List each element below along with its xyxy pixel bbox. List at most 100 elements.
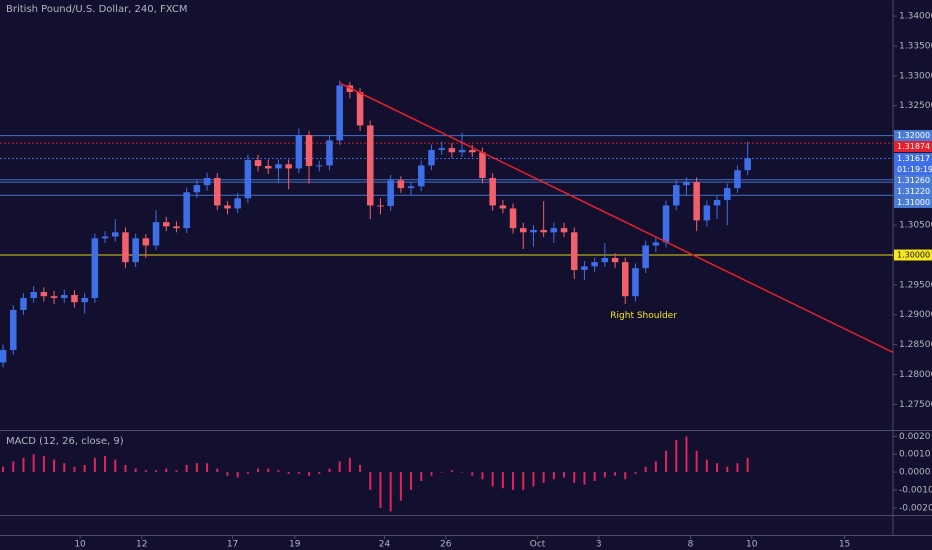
- level-label: 1.30000: [897, 251, 930, 260]
- candle-body: [234, 198, 241, 209]
- macd-bar: [552, 472, 555, 480]
- y-tick-label: 1.28500: [899, 340, 932, 350]
- macd-bar: [410, 472, 413, 490]
- x-tick-label: 19: [289, 540, 301, 550]
- candle-body: [295, 134, 303, 169]
- macd-bar: [614, 472, 617, 476]
- macd-bar: [63, 463, 66, 473]
- level-label-box: [894, 141, 932, 153]
- candle-body: [509, 208, 517, 229]
- candle-body: [356, 91, 364, 126]
- trendline: [339, 82, 894, 354]
- candle-body: [122, 232, 129, 263]
- macd-bar: [399, 472, 402, 501]
- macd-bar: [695, 450, 698, 473]
- y-tick-label: 0.0020: [899, 432, 931, 442]
- macd-bar: [624, 472, 627, 480]
- macd-bar: [716, 463, 719, 473]
- macd-bar: [573, 472, 576, 483]
- level-label-box: [894, 185, 932, 197]
- macd-bar: [12, 461, 15, 473]
- y-tick-label: 1.32500: [899, 101, 932, 111]
- candle-body: [20, 298, 27, 310]
- macd-bar: [593, 472, 596, 482]
- macd-bar: [216, 468, 219, 473]
- candle-body: [570, 232, 578, 270]
- candle-body: [713, 200, 721, 206]
- candle-body: [9, 309, 17, 350]
- candle-body: [601, 258, 609, 263]
- candle-body: [683, 182, 690, 186]
- candle-body: [305, 134, 313, 167]
- candle-body: [224, 205, 231, 209]
- candle-body: [91, 238, 99, 299]
- macd-bar: [583, 472, 586, 485]
- candle-body: [693, 182, 700, 221]
- macd-bar: [665, 450, 668, 473]
- candle-body: [244, 160, 252, 199]
- macd-bar: [359, 464, 362, 473]
- macd-bar: [155, 470, 158, 473]
- candle-body: [132, 238, 139, 263]
- macd-bar: [461, 472, 464, 473]
- macd-bar: [644, 466, 647, 473]
- candle-body: [193, 185, 201, 193]
- macd-bar: [736, 463, 739, 473]
- macd-bar: [348, 457, 351, 473]
- level-label-box: [894, 130, 932, 142]
- candle-body: [0, 349, 7, 363]
- x-tick-label: 3: [596, 540, 602, 550]
- macd-bar: [705, 459, 708, 473]
- x-tick-label: 15: [839, 540, 850, 550]
- x-tick-label: 12: [136, 540, 147, 550]
- macd-bar: [257, 468, 260, 473]
- candle-body: [744, 158, 751, 171]
- candle-body: [581, 266, 588, 270]
- y-tick-label: 1.34000: [899, 12, 932, 22]
- candle-body: [611, 258, 619, 263]
- level-label: 1.32000: [897, 131, 930, 140]
- macd-bar: [144, 470, 147, 473]
- macd-bar: [22, 457, 25, 473]
- candle-body: [387, 180, 394, 207]
- candle-body: [264, 166, 272, 169]
- y-tick-label: 1.33000: [899, 71, 932, 81]
- macd-bar: [634, 472, 637, 474]
- level-label-box: [894, 196, 932, 208]
- candle-body: [183, 192, 190, 229]
- candle-body: [397, 180, 405, 189]
- candle-body: [315, 165, 323, 167]
- candle-body: [642, 245, 649, 269]
- macd-bar: [104, 456, 107, 473]
- macd-bar: [471, 472, 474, 476]
- y-tick-label: 1.29500: [899, 280, 932, 290]
- candle-body: [60, 295, 68, 299]
- candle-body: [438, 148, 445, 150]
- candle-body: [621, 262, 629, 297]
- candle-body: [672, 185, 680, 206]
- candle-body: [499, 205, 507, 209]
- candle-body: [407, 186, 415, 189]
- macd-bar: [287, 472, 290, 474]
- candle-body: [591, 262, 598, 267]
- candle-body: [173, 226, 180, 229]
- macd-bar: [440, 472, 443, 473]
- candle-body: [285, 164, 292, 169]
- macd-bar: [206, 463, 209, 473]
- candle-body: [336, 85, 343, 141]
- y-tick-label: 1.28000: [899, 370, 932, 380]
- macd-bar: [267, 468, 270, 473]
- level-label: 1.31220: [897, 187, 930, 196]
- macd-bar: [185, 464, 188, 473]
- candle-body: [468, 149, 476, 153]
- candle-body: [540, 229, 547, 233]
- x-tick-label: 26: [440, 540, 452, 550]
- macd-bar: [297, 472, 300, 474]
- macd-bar: [277, 470, 280, 473]
- candle-body: [734, 170, 741, 189]
- candle-body: [560, 228, 568, 233]
- candle-body: [50, 296, 58, 299]
- x-tick-label: 17: [227, 540, 238, 550]
- candle-body: [428, 149, 435, 166]
